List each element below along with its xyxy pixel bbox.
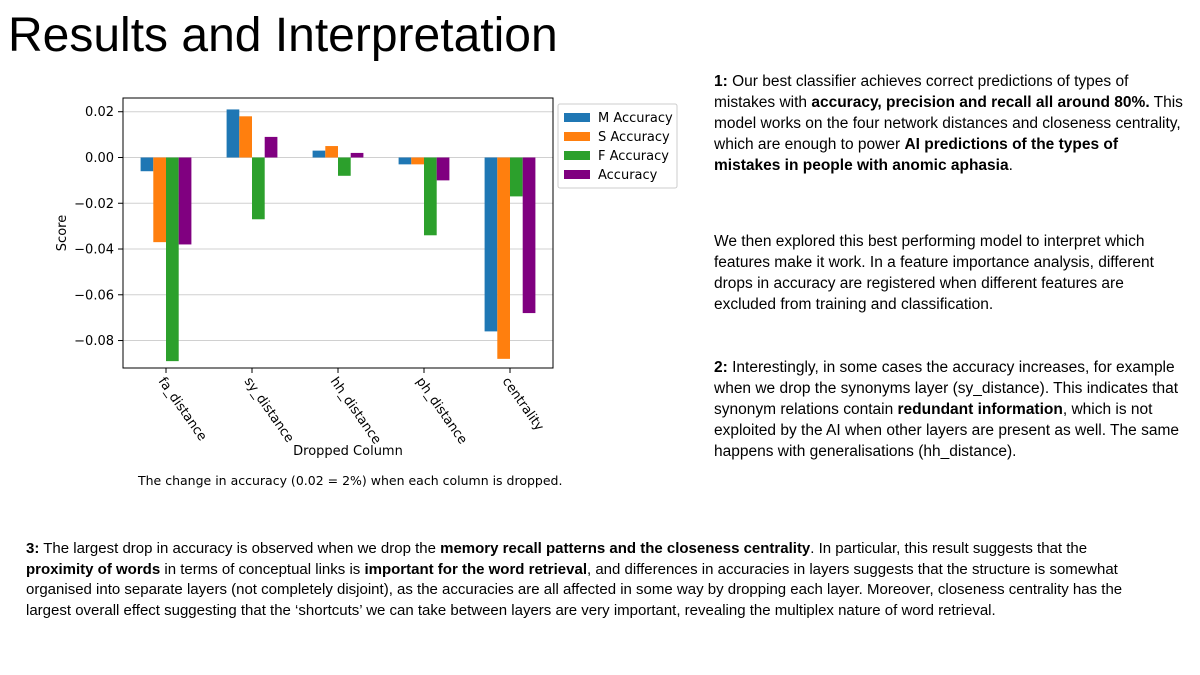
- bar-ph_distance-m-accuracy: [398, 157, 412, 165]
- axis-layer: 0.02 0.00 −0.02 −0.04 −0.06 −0.08 fa_distance s…: [74, 97, 554, 448]
- bar-fa_distance-accuracy: [178, 157, 192, 245]
- plot-frame: [122, 97, 554, 369]
- finding-1-text-a: Our best classifier achieves correct pre…: [714, 73, 1129, 111]
- finding-2-bold-a: redundant information: [897, 401, 1063, 418]
- finding-2-text-b: , which is not exploited by the AI when …: [714, 401, 1179, 460]
- finding-3-text-a: The largest drop in accuracy is observed…: [39, 540, 441, 557]
- legend-swatch: [564, 151, 590, 160]
- x-tick-label: fa_distance: [155, 375, 210, 444]
- bar-ph_distance-f-accuracy: [424, 157, 437, 236]
- bar-hh_distance-m-accuracy: [312, 150, 326, 158]
- finding-2-number: 2:: [714, 359, 728, 376]
- bar-sy_distance-accuracy: [264, 136, 278, 158]
- bar-sy_distance-s-accuracy: [239, 116, 252, 158]
- legend-swatch: [564, 170, 590, 179]
- legend-swatch: [564, 113, 590, 122]
- bar-ph_distance-s-accuracy: [411, 157, 424, 165]
- finding-3-text-c: in terms of conceptual links is: [160, 560, 365, 578]
- bar-sy_distance-m-accuracy: [226, 109, 240, 158]
- legend-swatch: [564, 132, 590, 141]
- finding-3-paragraph: 3: The largest drop in accuracy is obser…: [26, 539, 1136, 621]
- x-tick-label: hh_distance: [327, 375, 384, 448]
- y-tick-label: −0.02: [74, 197, 114, 212]
- finding-3-text-b: . In particular, this result suggests th…: [810, 540, 1088, 557]
- bar-fa_distance-f-accuracy: [166, 157, 179, 362]
- chart-legend: M Accuracy S Accuracy F Accuracy Accuracy: [557, 103, 678, 189]
- finding-2-paragraph: 2: Interestingly, in some cases the accu…: [714, 357, 1184, 462]
- finding-1-bold-a: accuracy, precision and recall all aroun…: [811, 94, 1150, 111]
- feature-importance-chart: 0.02 0.00 −0.02 −0.04 −0.06 −0.08 fa_distance s…: [40, 80, 700, 480]
- grid-layer: [123, 111, 553, 342]
- bar-fa_distance-s-accuracy: [153, 157, 166, 243]
- finding-1-number: 1:: [714, 73, 728, 90]
- bar-ph_distance-accuracy: [436, 157, 450, 181]
- legend-label: S Accuracy: [598, 130, 670, 145]
- y-tick-label: −0.06: [74, 288, 114, 303]
- legend-box: [557, 103, 678, 189]
- finding-3-number: 3:: [26, 540, 40, 557]
- bar-centrality-f-accuracy: [510, 157, 523, 197]
- x-axis-label: Dropped Column: [293, 444, 403, 459]
- legend-label: F Accuracy: [598, 149, 669, 164]
- finding-1-bold-b: AI predictions of the types of mistakes …: [714, 136, 1119, 174]
- bar-centrality-m-accuracy: [484, 157, 498, 332]
- x-tick-label: sy_distance: [241, 375, 297, 446]
- finding-1-paragraph: 1: Our best classifier achieves correct …: [714, 71, 1184, 176]
- bar-centrality-accuracy: [522, 157, 536, 314]
- y-axis-label: Score: [55, 215, 70, 251]
- y-tick-label: 0.00: [85, 151, 114, 166]
- bar-sy_distance-f-accuracy: [252, 157, 265, 220]
- x-tick-label: ph_distance: [413, 375, 470, 448]
- finding-3-text-d: , and differences in accuracies in layer…: [26, 560, 1123, 619]
- bar-hh_distance-accuracy: [350, 152, 364, 158]
- bar-layer: [140, 109, 536, 362]
- chart-caption: The change in accuracy (0.02 = 2%) when …: [138, 473, 563, 488]
- bar-hh_distance-s-accuracy: [325, 146, 338, 158]
- legend-label: Accuracy: [598, 168, 658, 183]
- bar-hh_distance-f-accuracy: [338, 157, 351, 176]
- chart-svg: 0.02 0.00 −0.02 −0.04 −0.06 −0.08 fa_distance s…: [55, 97, 678, 459]
- y-tick-label: −0.08: [74, 334, 114, 349]
- y-tick-label: −0.04: [74, 243, 114, 258]
- x-tick-label: centrality: [499, 375, 547, 434]
- finding-2-text-a: Interestingly, in some cases the accurac…: [714, 359, 1179, 418]
- feature-importance-paragraph: We then explored this best performing mo…: [714, 233, 1154, 313]
- finding-1-text-b: This model works on the four network dis…: [714, 94, 1183, 153]
- y-tick-label: 0.02: [85, 105, 114, 120]
- finding-3-bold-c: important for the word retrieval: [364, 560, 587, 578]
- finding-3-bold-b: proximity of words: [26, 560, 161, 578]
- bar-centrality-s-accuracy: [497, 157, 510, 359]
- bar-fa_distance-m-accuracy: [140, 157, 154, 172]
- finding-1-text-c: .: [1008, 157, 1013, 174]
- finding-3-bold-a: memory recall patterns and the closeness…: [440, 540, 811, 557]
- legend-label: M Accuracy: [598, 111, 673, 126]
- slide-title: Results and Interpretation: [8, 9, 558, 62]
